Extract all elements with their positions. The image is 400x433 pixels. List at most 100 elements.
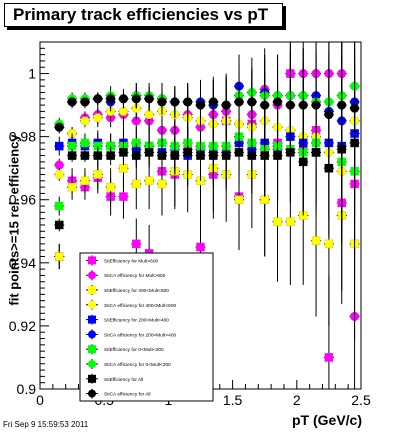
- data-point-circle: [131, 94, 141, 104]
- data-point-square: [132, 239, 141, 249]
- legend-label: StiEfficiency for All: [104, 377, 143, 383]
- data-point-square: [234, 195, 244, 204]
- data-point-square: [67, 151, 77, 160]
- legend-label: StiCA efficiency for All: [104, 392, 151, 398]
- y-tick-label: 0.94: [9, 255, 36, 271]
- data-point-square: [286, 217, 295, 227]
- x-tick-label: 0: [36, 392, 44, 408]
- y-tick-label: 0.96: [9, 192, 36, 208]
- data-point-square: [311, 236, 321, 245]
- data-point-circle: [324, 110, 334, 120]
- legend-box: [79, 252, 214, 402]
- series-group: [54, 42, 360, 389]
- data-point-square: [260, 195, 269, 204]
- x-tick-label: 1.5: [223, 392, 243, 408]
- data-point-square: [119, 148, 128, 157]
- data-point-square: [132, 179, 141, 189]
- data-point-circle: [208, 97, 218, 107]
- data-point-circle: [93, 113, 103, 123]
- data-point-square: [196, 151, 205, 160]
- data-point-square: [209, 151, 218, 160]
- data-point-square: [157, 151, 167, 160]
- chart-title: Primary track efficiencies vs pT: [4, 3, 283, 27]
- legend-label: StiCA efficiency for 0<Mult<200: [104, 362, 171, 368]
- data-point-circle: [195, 100, 206, 110]
- data-point-circle: [234, 97, 244, 107]
- data-point-square: [324, 239, 334, 249]
- data-point-square: [119, 163, 128, 173]
- data-point-square: [221, 151, 231, 160]
- data-point-square: [93, 170, 103, 179]
- data-point-square: [196, 242, 205, 252]
- data-point-square: [286, 148, 295, 157]
- legend-label: StiEfficiency for 0<Mult<200: [104, 347, 164, 353]
- data-point-circle: [54, 160, 64, 170]
- data-point-square: [80, 138, 90, 148]
- legend-marker-circle: [88, 300, 96, 309]
- legend-marker-circle: [88, 360, 96, 368]
- data-point-square: [119, 192, 128, 201]
- data-point-circle: [144, 94, 154, 104]
- data-point-circle: [67, 97, 77, 107]
- legend-label: StiEfficiency for 400<Mult<600: [104, 288, 169, 294]
- data-point-square: [144, 148, 154, 157]
- data-point-square: [106, 182, 115, 192]
- data-point-square: [55, 201, 64, 211]
- data-point-circle: [93, 94, 103, 104]
- data-point-square: [144, 176, 154, 186]
- data-point-circle: [54, 169, 64, 180]
- data-point-circle: [272, 97, 283, 107]
- series-9: [54, 42, 360, 178]
- data-point-square: [298, 157, 308, 167]
- legend-marker-square: [88, 286, 96, 294]
- data-point-circle: [118, 106, 129, 116]
- legend-marker-square: [88, 345, 96, 354]
- data-point-circle: [260, 100, 270, 110]
- y-tick-label: 0.9: [17, 381, 37, 397]
- legend-marker-square: [88, 374, 96, 383]
- data-point-circle: [54, 122, 64, 132]
- x-tick-label: 2.5: [351, 392, 371, 408]
- legend-label: StiCA efficiency for 200<Mult<400: [104, 332, 177, 338]
- data-point-square: [55, 141, 64, 151]
- data-point-circle: [144, 110, 154, 120]
- timestamp-footer: Fri Sep 9 15:59:53 2011: [3, 420, 89, 429]
- legend-label: StiCA efficiency for Mult>600: [104, 273, 166, 279]
- y-axis-label: fit points>=15 rel. efficiency: [6, 134, 22, 306]
- y-tick-label: 1: [28, 66, 36, 82]
- x-axis-label: pT (GeV/c): [291, 412, 362, 428]
- data-point-square: [273, 217, 282, 227]
- data-point-circle: [285, 100, 295, 110]
- data-point-square: [157, 179, 167, 189]
- data-point-circle: [298, 100, 308, 110]
- data-point-circle: [311, 100, 321, 110]
- data-point-square: [273, 151, 282, 160]
- data-point-circle: [247, 97, 257, 107]
- data-point-square: [80, 176, 90, 186]
- data-point-circle: [337, 100, 347, 110]
- legend-marker-square: [88, 315, 96, 324]
- data-point-square: [55, 252, 64, 261]
- x-tick-label: 2: [293, 392, 301, 408]
- data-point-square: [106, 151, 115, 160]
- data-point-square: [247, 151, 257, 160]
- data-point-circle: [118, 94, 129, 104]
- data-point-square: [324, 353, 334, 362]
- series-8: [54, 60, 360, 235]
- data-point-circle: [350, 103, 360, 113]
- y-tick-label: 0.92: [9, 318, 36, 334]
- legend-label: StiEfficiency for Mult>600: [104, 258, 159, 264]
- data-point-circle: [170, 97, 180, 107]
- data-point-square: [55, 220, 64, 230]
- legend-label: StiEfficiency for 200<Mult<400: [104, 318, 169, 324]
- data-point-square: [80, 151, 90, 160]
- data-point-square: [93, 151, 103, 160]
- data-point-circle: [157, 97, 167, 107]
- legend-marker-circle: [88, 271, 96, 280]
- data-point-square: [132, 151, 141, 160]
- y-tick-label: 0.98: [9, 129, 36, 145]
- data-point-circle: [80, 97, 90, 107]
- data-point-circle: [106, 94, 116, 104]
- data-point-circle: [183, 97, 193, 107]
